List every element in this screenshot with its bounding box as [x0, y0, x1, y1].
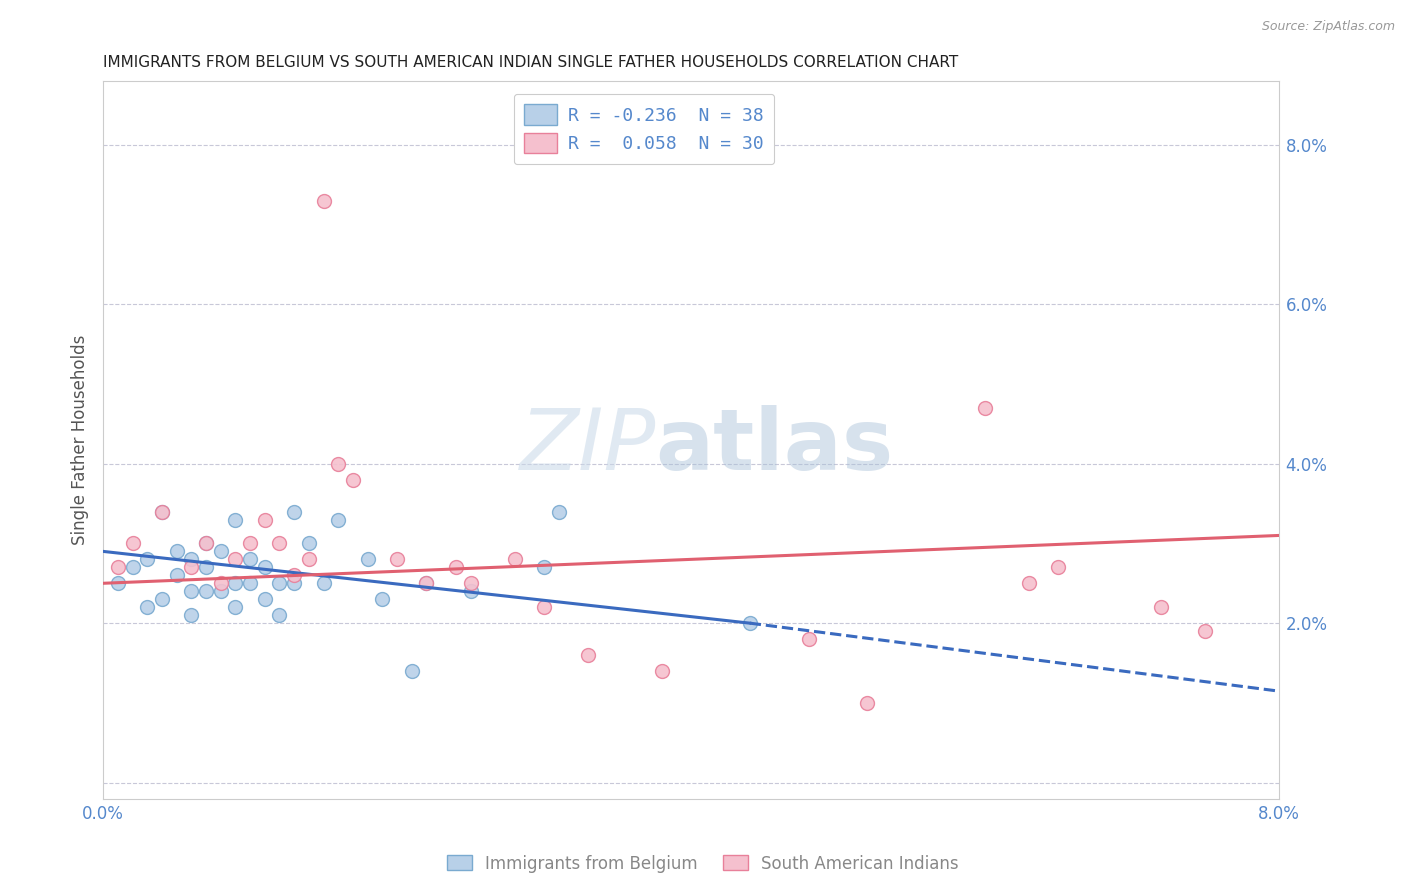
Point — [269, 536, 291, 550]
Point — [738, 616, 761, 631]
Point — [444, 560, 467, 574]
Point — [209, 576, 232, 591]
Point — [385, 552, 408, 566]
Point — [401, 664, 423, 678]
Point — [312, 194, 335, 208]
Point — [1194, 624, 1216, 639]
Point — [195, 536, 218, 550]
Point — [312, 576, 335, 591]
Point — [651, 664, 673, 678]
Point — [136, 552, 159, 566]
Point — [224, 600, 246, 615]
Point — [180, 608, 202, 623]
Point — [356, 552, 378, 566]
Point — [209, 544, 232, 558]
Point — [150, 504, 173, 518]
Point — [180, 552, 202, 566]
Point — [298, 536, 321, 550]
Point — [415, 576, 437, 591]
Point — [1047, 560, 1070, 574]
Point — [253, 592, 276, 607]
Point — [150, 504, 173, 518]
Point — [283, 504, 305, 518]
Point — [576, 648, 599, 662]
Point — [121, 560, 143, 574]
Point — [460, 584, 482, 599]
Point — [342, 473, 364, 487]
Point — [253, 512, 276, 526]
Point — [533, 600, 555, 615]
Point — [283, 576, 305, 591]
Point — [180, 584, 202, 599]
Point — [371, 592, 394, 607]
Point — [224, 512, 246, 526]
Point — [239, 552, 262, 566]
Point — [797, 632, 820, 646]
Text: ZIP: ZIP — [519, 406, 655, 489]
Point — [298, 552, 321, 566]
Point — [253, 560, 276, 574]
Point — [856, 696, 879, 710]
Point — [547, 504, 569, 518]
Text: IMMIGRANTS FROM BELGIUM VS SOUTH AMERICAN INDIAN SINGLE FATHER HOUSEHOLDS CORREL: IMMIGRANTS FROM BELGIUM VS SOUTH AMERICA… — [103, 55, 959, 70]
Point — [209, 584, 232, 599]
Point — [107, 560, 129, 574]
Point — [150, 592, 173, 607]
Text: Source: ZipAtlas.com: Source: ZipAtlas.com — [1261, 20, 1395, 33]
Point — [195, 560, 218, 574]
Point — [328, 457, 350, 471]
Point — [973, 401, 995, 415]
Legend: R = -0.236  N = 38, R =  0.058  N = 30: R = -0.236 N = 38, R = 0.058 N = 30 — [513, 94, 775, 164]
Point — [269, 576, 291, 591]
Point — [195, 584, 218, 599]
Point — [283, 568, 305, 582]
Point — [107, 576, 129, 591]
Legend: Immigrants from Belgium, South American Indians: Immigrants from Belgium, South American … — [440, 848, 966, 880]
Point — [166, 568, 188, 582]
Text: atlas: atlas — [655, 406, 894, 489]
Point — [224, 576, 246, 591]
Point — [460, 576, 482, 591]
Point — [328, 512, 350, 526]
Point — [224, 552, 246, 566]
Point — [503, 552, 526, 566]
Point — [136, 600, 159, 615]
Point — [533, 560, 555, 574]
Point — [121, 536, 143, 550]
Point — [415, 576, 437, 591]
Point — [269, 608, 291, 623]
Point — [1018, 576, 1040, 591]
Point — [1150, 600, 1173, 615]
Point — [180, 560, 202, 574]
Point — [239, 576, 262, 591]
Point — [166, 544, 188, 558]
Y-axis label: Single Father Households: Single Father Households — [72, 334, 89, 545]
Point — [239, 536, 262, 550]
Point — [195, 536, 218, 550]
